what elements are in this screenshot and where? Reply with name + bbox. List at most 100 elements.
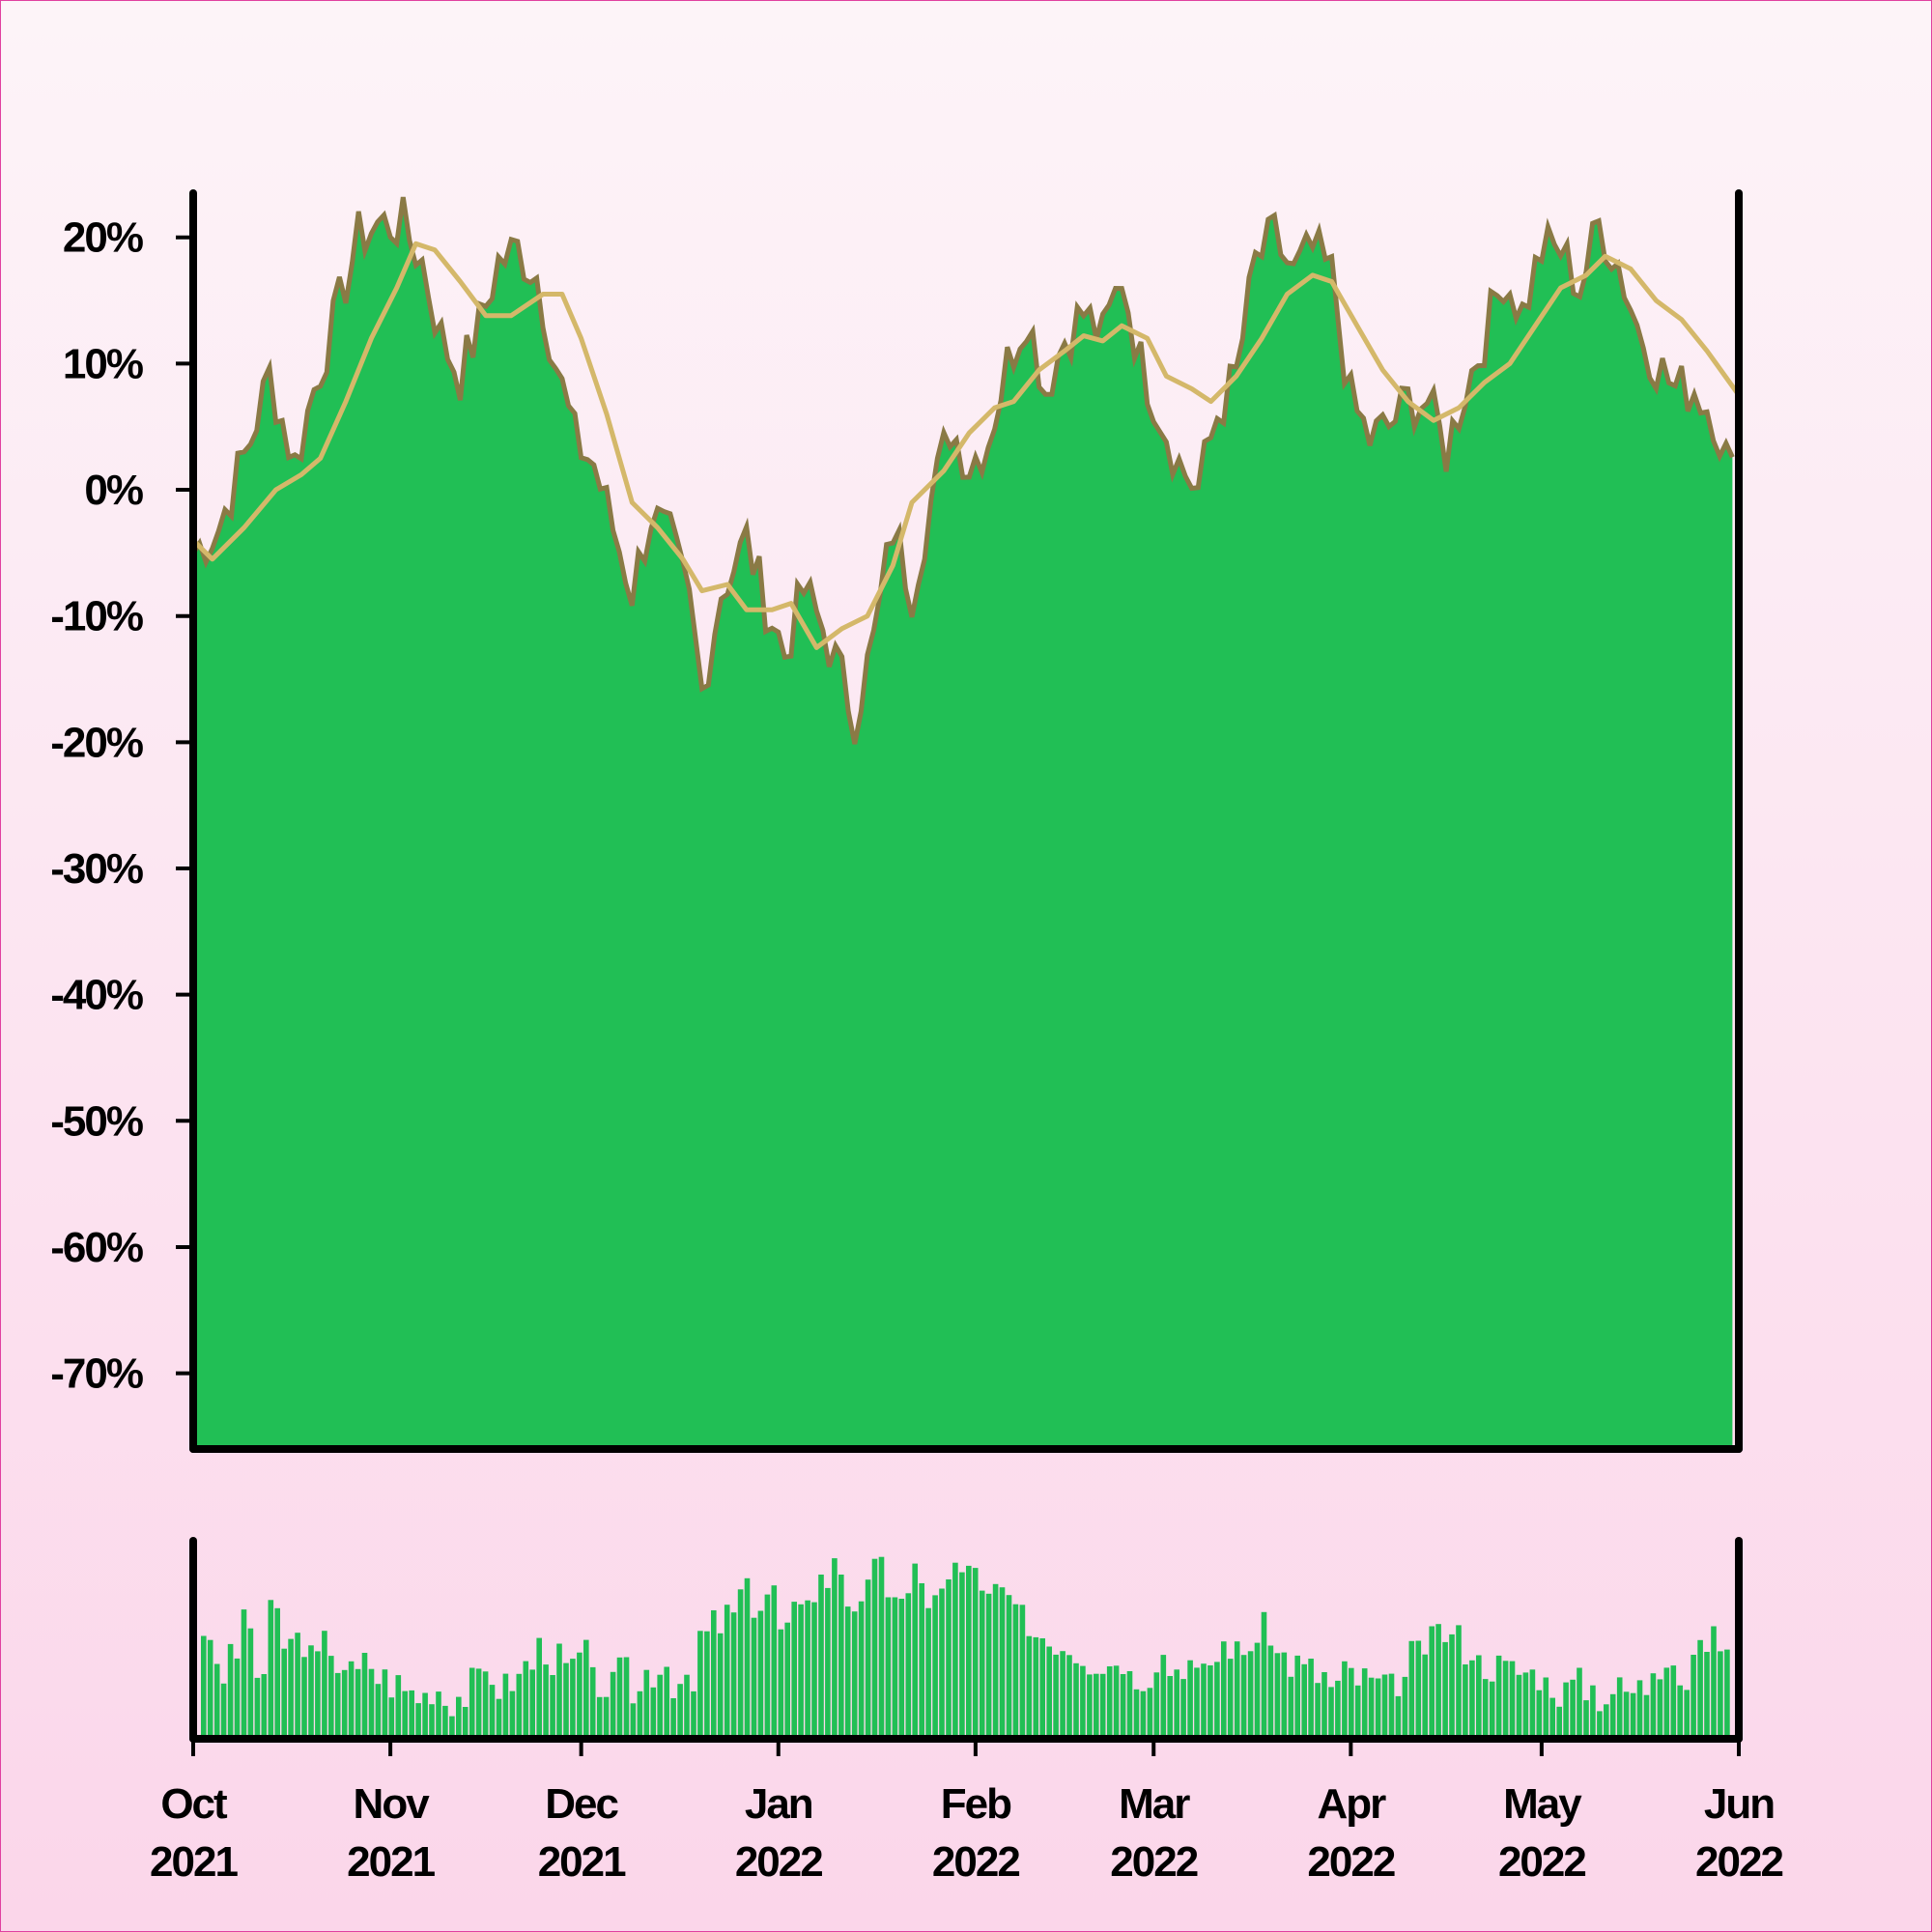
x-tick-month: Dec	[545, 1780, 618, 1828]
volume-bar	[1375, 1678, 1381, 1739]
volume-bar	[422, 1692, 428, 1739]
volume-bar	[207, 1639, 213, 1739]
volume-bar	[603, 1696, 610, 1739]
volume-panel	[189, 1537, 1743, 1743]
volume-bar	[664, 1666, 669, 1739]
volume-bar	[744, 1577, 751, 1739]
volume-bar	[388, 1697, 395, 1739]
volume-bar	[643, 1669, 650, 1739]
volume-bar	[1549, 1697, 1555, 1739]
volume-bar	[1153, 1672, 1160, 1739]
volume-bar	[529, 1669, 535, 1739]
volume-bar	[825, 1587, 831, 1739]
volume-bar	[1697, 1639, 1703, 1739]
volume-bar	[1388, 1673, 1395, 1739]
volume-bar	[1563, 1682, 1569, 1739]
x-tick-month: Feb	[941, 1780, 1011, 1828]
volume-bar	[341, 1669, 348, 1739]
volume-bar	[871, 1558, 878, 1739]
volume-bar	[1368, 1677, 1375, 1739]
volume-bar	[456, 1696, 462, 1739]
volume-bar	[959, 1572, 965, 1739]
volume-bar	[630, 1703, 637, 1739]
volume-bar	[213, 1663, 220, 1739]
volume-bar	[684, 1674, 690, 1739]
volume-bar	[543, 1664, 549, 1739]
volume-bar	[650, 1687, 657, 1739]
volume-bar	[409, 1690, 414, 1739]
volume-bar	[1361, 1668, 1368, 1739]
x-tick-year: 2021	[538, 1838, 626, 1886]
volume-bar	[1663, 1667, 1670, 1739]
volume-bar	[1395, 1695, 1402, 1739]
volume-bar	[919, 1583, 924, 1739]
volume-bar	[1066, 1655, 1072, 1739]
volume-bar	[1609, 1693, 1616, 1739]
volume-bar	[1053, 1654, 1059, 1739]
volume-bar	[1140, 1690, 1147, 1739]
x-tick-year: 2021	[347, 1838, 435, 1886]
volume-bar	[1381, 1674, 1388, 1739]
volume-bar	[1408, 1640, 1415, 1739]
volume-bar	[1604, 1704, 1609, 1739]
volume-bar	[328, 1656, 334, 1739]
volume-bar	[1422, 1654, 1428, 1739]
volume-bar	[550, 1675, 555, 1739]
volume-bar	[610, 1671, 616, 1739]
x-tick-year: 2021	[150, 1838, 238, 1886]
x-tick-month: Oct	[160, 1780, 228, 1828]
x-tick-month: Apr	[1317, 1780, 1386, 1828]
volume-bar	[757, 1610, 764, 1739]
volume-bar	[1463, 1664, 1468, 1739]
volume-bar	[751, 1617, 757, 1739]
volume-bar	[771, 1585, 778, 1739]
volume-bar	[509, 1690, 516, 1739]
volume-bar	[1476, 1655, 1482, 1739]
volume-bar	[382, 1669, 388, 1739]
volume-bar	[429, 1704, 435, 1739]
volume-bar	[966, 1565, 972, 1739]
volume-bar	[791, 1602, 797, 1739]
volume-bar	[1033, 1636, 1039, 1739]
volume-bar	[1227, 1659, 1234, 1739]
volume-bar	[811, 1602, 817, 1739]
volume-bar	[1012, 1604, 1019, 1739]
volume-bar	[449, 1716, 455, 1739]
volume-bar	[570, 1659, 576, 1739]
volume-bar	[623, 1657, 630, 1739]
volume-bar	[1046, 1646, 1052, 1739]
volume-bar	[281, 1648, 287, 1739]
volume-bar	[261, 1674, 268, 1739]
volume-bar	[992, 1583, 999, 1739]
volume-bar	[697, 1631, 703, 1739]
volume-bar	[798, 1604, 804, 1739]
volume-bar	[865, 1579, 871, 1739]
volume-bar	[1543, 1677, 1549, 1739]
volume-bar	[1267, 1645, 1274, 1739]
volume-bar	[1026, 1635, 1033, 1739]
volume-bar	[1099, 1673, 1106, 1739]
volume-bar	[1449, 1634, 1455, 1739]
volume-bar	[1147, 1688, 1153, 1739]
volume-bar	[818, 1575, 824, 1739]
volume-bar	[1402, 1676, 1408, 1739]
volume-bar	[1080, 1665, 1086, 1739]
moving-average-line	[190, 241, 1742, 650]
volume-bar	[1590, 1685, 1596, 1739]
volume-bar	[1516, 1674, 1522, 1739]
volume-bar	[1261, 1611, 1267, 1739]
volume-bar	[1354, 1685, 1361, 1739]
volume-bar	[784, 1622, 790, 1739]
volume-bar	[334, 1672, 341, 1739]
volume-bar	[241, 1609, 247, 1739]
volume-bar	[979, 1590, 985, 1739]
volume-bar	[1502, 1661, 1509, 1739]
volume-bar	[577, 1652, 582, 1739]
volume-bar	[1126, 1671, 1133, 1739]
volume-bar	[898, 1599, 905, 1739]
volume-bar	[1060, 1651, 1065, 1739]
volume-bar	[1160, 1655, 1167, 1739]
volume-bar	[1509, 1661, 1516, 1739]
volume-bar	[616, 1657, 623, 1739]
volume-bar	[516, 1673, 523, 1739]
